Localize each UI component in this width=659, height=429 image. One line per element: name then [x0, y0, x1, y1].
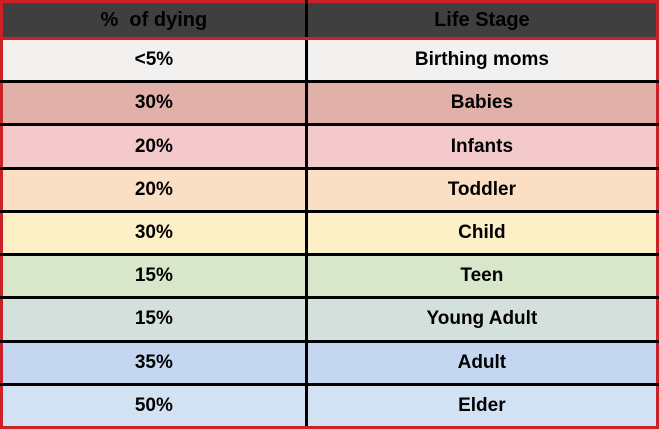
life-stage-cell: Adult: [304, 339, 659, 386]
life-stage-cell: Infants: [304, 123, 659, 170]
life-stage-cell: Young Adult: [304, 296, 659, 343]
life-stage-cell: Teen: [304, 253, 659, 300]
life-stage-cell: Birthing moms: [304, 36, 659, 84]
percent-cell: 30%: [0, 209, 308, 257]
table-row: <5% Birthing moms: [0, 36, 659, 84]
life-stage-cell: Toddler: [304, 166, 659, 213]
table-row: 30% Child: [0, 209, 659, 257]
life-stage-cell: Babies: [304, 80, 659, 127]
life-stage-cell: Elder: [304, 382, 659, 429]
table-row: 20% Infants: [0, 123, 659, 170]
percent-cell: 30%: [0, 80, 308, 127]
percent-cell: <5%: [0, 36, 308, 84]
table-row: 50% Elder: [0, 382, 659, 429]
table-row: 35% Adult: [0, 339, 659, 386]
header-percent-of-dying: % of dying: [0, 0, 308, 40]
percent-cell: 15%: [0, 253, 308, 300]
percent-cell: 15%: [0, 296, 308, 343]
table-row: 15% Young Adult: [0, 296, 659, 343]
table-row: 15% Teen: [0, 253, 659, 300]
table-body: <5% Birthing moms 30% Babies 20% Infants 20% To…: [0, 36, 659, 429]
percent-cell: 50%: [0, 382, 308, 429]
percent-cell: 35%: [0, 339, 308, 386]
percent-cell: 20%: [0, 123, 308, 170]
table-row: 30% Babies: [0, 80, 659, 127]
table-row: 20% Toddler: [0, 166, 659, 213]
header-life-stage: Life Stage: [304, 0, 659, 40]
life-stage-cell: Child: [304, 209, 659, 257]
header-row: % of dying Life Stage: [0, 0, 659, 40]
percent-cell: 20%: [0, 166, 308, 213]
